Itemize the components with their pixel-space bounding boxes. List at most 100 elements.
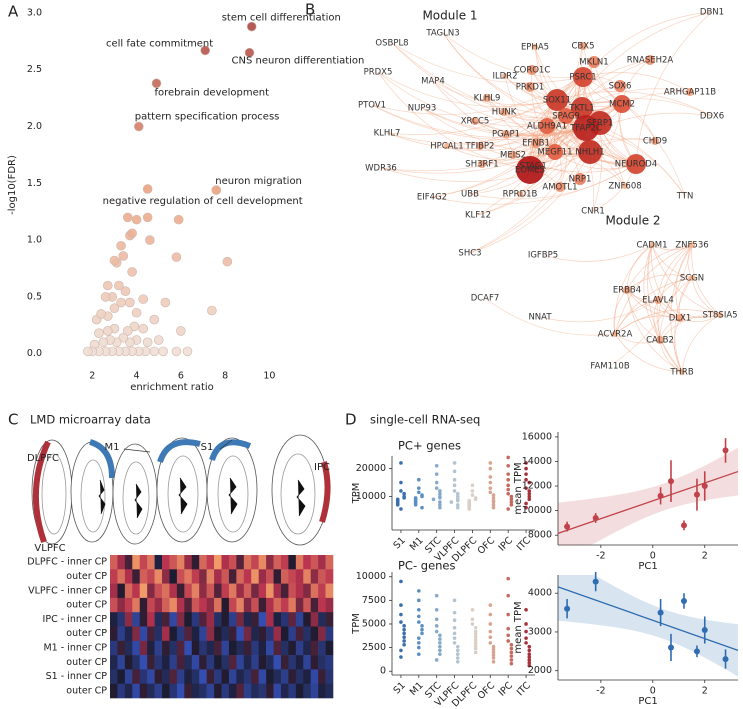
heatmap-cell <box>258 669 267 684</box>
point <box>455 656 460 660</box>
point <box>138 294 149 304</box>
point <box>473 629 478 634</box>
section-detail <box>134 483 143 519</box>
panel-letter: C <box>8 411 18 429</box>
heatmap-cell <box>199 612 207 627</box>
point <box>131 214 142 225</box>
heatmap-cell <box>280 569 289 584</box>
node <box>558 108 574 124</box>
point <box>420 631 424 636</box>
heatmap-cell <box>303 655 311 670</box>
point <box>399 620 403 624</box>
heatmap-cell <box>199 655 207 670</box>
heatmap-cell <box>110 640 118 656</box>
point-label: negative regulation of cell development <box>103 196 303 207</box>
point <box>509 500 514 504</box>
heatmap-cell <box>214 612 222 627</box>
heatmap-cell <box>236 626 245 642</box>
row-label: outer CP <box>66 657 107 668</box>
heatmap-cell <box>139 583 148 599</box>
heatmap-cell <box>280 612 289 627</box>
point <box>524 466 528 471</box>
node-label: RNASEH2A <box>627 56 674 66</box>
heatmap-cell <box>266 683 274 699</box>
heatmap-cell <box>228 626 237 642</box>
heatmap-cell <box>110 612 118 627</box>
point <box>524 641 528 645</box>
heatmap-cell <box>124 597 133 613</box>
heatmap-cell <box>280 655 289 670</box>
node <box>471 117 479 125</box>
node-label: CADM1 <box>636 241 667 251</box>
heatmap-cell <box>310 555 319 570</box>
heatmap-cell <box>325 583 334 599</box>
ci-band <box>558 447 738 545</box>
heatmap-cell <box>162 597 170 613</box>
point <box>102 326 113 336</box>
point <box>452 483 457 488</box>
heatmap-cell <box>176 683 185 699</box>
node <box>539 118 555 134</box>
point <box>438 641 442 645</box>
heatmap-cell <box>154 655 163 670</box>
edge <box>477 127 587 216</box>
heatmap-cell <box>318 555 326 570</box>
heatmap-cell <box>318 655 326 670</box>
heatmap-cell <box>258 597 267 613</box>
heatmap-cell <box>169 569 178 584</box>
x-tick-label: -2 <box>596 551 605 562</box>
point <box>509 497 514 502</box>
point <box>506 472 510 476</box>
section-inner <box>280 453 316 535</box>
section-inner <box>167 455 199 533</box>
edge <box>626 289 683 373</box>
heatmap-cell <box>206 583 215 599</box>
heatmap-cell <box>139 640 148 656</box>
node-label: WDR36 <box>365 164 397 174</box>
point <box>434 658 439 662</box>
heatmap-cell <box>303 669 311 684</box>
point <box>200 45 211 56</box>
point <box>399 648 403 653</box>
point <box>153 335 164 345</box>
heatmap-cell <box>191 669 200 684</box>
heatmap-cell <box>295 569 304 584</box>
heatmap-cell <box>295 683 304 699</box>
heatmap-cell <box>154 669 163 684</box>
heatmap-cell <box>206 612 215 627</box>
edge <box>643 244 661 341</box>
point <box>473 632 478 637</box>
point <box>452 489 457 493</box>
heatmap-cell <box>199 640 207 656</box>
region-m1 <box>89 439 115 479</box>
point <box>96 309 106 319</box>
heatmap-cell <box>154 626 163 642</box>
brain-sections <box>31 434 331 546</box>
point <box>98 337 109 348</box>
point <box>452 636 457 640</box>
heatmap-cell <box>199 669 207 684</box>
heatmap-cell <box>214 640 222 656</box>
node-label: TTN <box>676 192 694 202</box>
heatmap-cell <box>139 683 148 699</box>
edge <box>532 76 584 167</box>
point <box>488 466 493 471</box>
region-ipc <box>319 461 331 523</box>
point <box>434 607 439 612</box>
section-inner <box>122 461 150 535</box>
point <box>491 493 496 497</box>
x-tick-label: IPC <box>497 680 516 699</box>
node <box>613 95 631 113</box>
point <box>506 463 510 468</box>
heatmap-cell <box>132 683 141 699</box>
point <box>455 659 460 664</box>
point <box>524 461 528 465</box>
heatmap-cell <box>176 612 185 627</box>
point <box>491 656 496 660</box>
node-label: OSBPL8 <box>375 39 408 49</box>
point <box>142 337 153 348</box>
heatmap-cell <box>228 683 237 699</box>
point <box>452 477 457 482</box>
point <box>722 656 729 663</box>
y-tick-label: 0.0 <box>27 348 42 359</box>
